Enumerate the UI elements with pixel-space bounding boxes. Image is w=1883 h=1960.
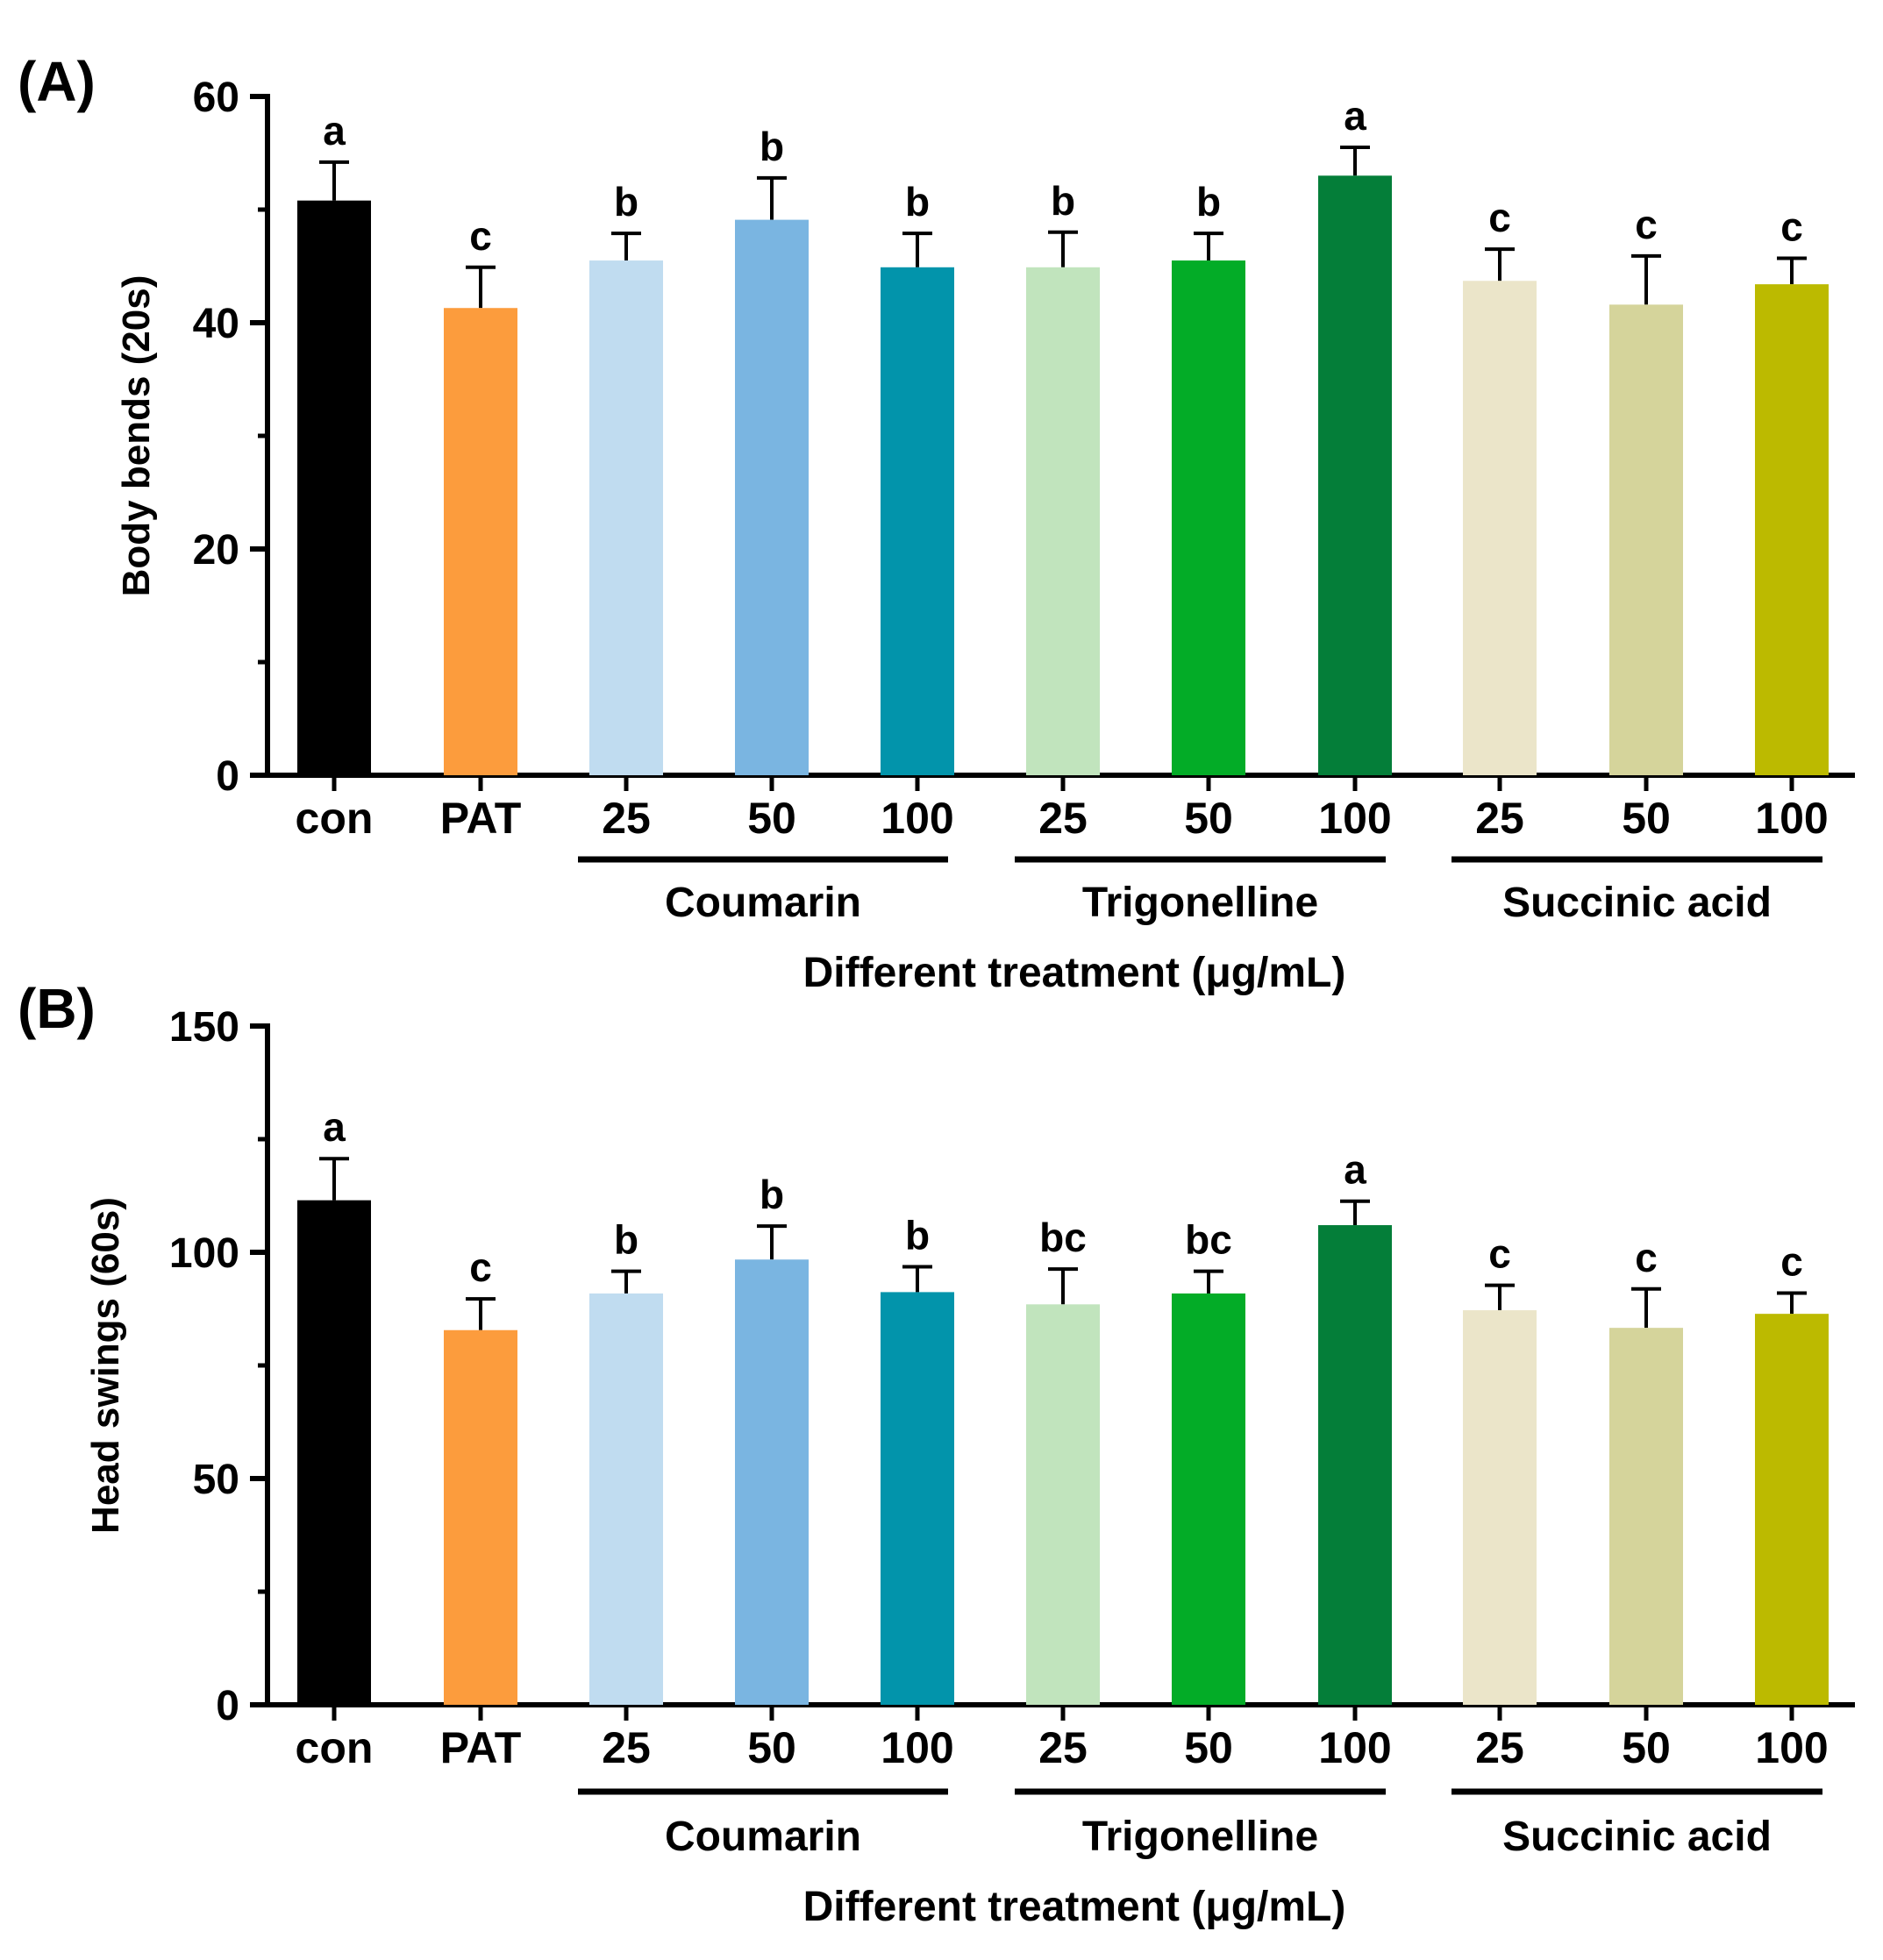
- panel-label: (A): [18, 50, 96, 113]
- x-tick-label: 100: [1755, 794, 1828, 843]
- panel-a: (A) Body bends (20s) 0 20 40 60 a con c PAT b 25 b 50…: [18, 50, 1855, 996]
- group-label: Succinic acid: [1502, 880, 1772, 926]
- bar: [1172, 1293, 1245, 1705]
- significance-label: c: [469, 213, 492, 259]
- significance-label: a: [323, 1104, 346, 1150]
- group-label: Trigonelline: [1082, 880, 1318, 926]
- x-tick-label: 100: [881, 1723, 953, 1772]
- x-tick-label: 25: [1038, 1723, 1088, 1772]
- bar: [1318, 1225, 1392, 1705]
- bar: [735, 219, 809, 776]
- bar: [1463, 281, 1537, 775]
- significance-label: b: [760, 1172, 784, 1217]
- x-tick-label: 50: [1184, 1723, 1233, 1772]
- y-tick-label: 150: [169, 1004, 239, 1051]
- bar: [1463, 1310, 1537, 1705]
- significance-label: b: [905, 179, 930, 225]
- significance-label: bc: [1039, 1215, 1087, 1260]
- x-axis-title: Different treatment (μg/mL): [803, 950, 1346, 996]
- panel-b: (B) Head swings (60s) 0 50 100 150 a con c PAT b 25…: [18, 977, 1855, 1930]
- x-tick-label: 100: [1318, 1723, 1391, 1772]
- significance-label: c: [1780, 203, 1803, 249]
- bar: [735, 1259, 809, 1705]
- x-tick-label: 50: [1622, 1723, 1671, 1772]
- bar: [881, 267, 954, 775]
- x-axis-title: Different treatment (μg/mL): [803, 1884, 1346, 1930]
- significance-label: b: [905, 1213, 930, 1258]
- significance-label: c: [1488, 195, 1511, 240]
- y-tick-label: 100: [169, 1230, 239, 1277]
- significance-label: b: [614, 1217, 638, 1263]
- x-tick-label: 50: [1184, 794, 1233, 843]
- group-label: Coumarin: [665, 1814, 861, 1860]
- y-tick-label: 20: [193, 527, 239, 574]
- bar: [589, 260, 663, 775]
- x-tick-label: 100: [881, 794, 953, 843]
- significance-label: a: [1344, 1147, 1366, 1193]
- x-tick-label: 25: [1475, 794, 1524, 843]
- bar: [444, 1329, 517, 1705]
- bar: [1755, 1314, 1829, 1705]
- x-tick-label: PAT: [440, 794, 522, 843]
- y-axis-title: Body bends (20s): [115, 275, 158, 597]
- x-tick-label: con: [296, 1723, 374, 1772]
- significance-label: b: [1196, 179, 1221, 225]
- x-tick-label: 100: [1755, 1723, 1828, 1772]
- significance-label: c: [1635, 1235, 1658, 1280]
- y-tick-label: 40: [193, 301, 239, 347]
- bar: [444, 308, 517, 776]
- x-tick-label: 100: [1318, 794, 1391, 843]
- bar: [1026, 267, 1100, 775]
- bar: [1026, 1304, 1100, 1705]
- y-axis-title: Head swings (60s): [84, 1197, 127, 1534]
- bar: [1609, 304, 1683, 775]
- significance-label: c: [1635, 202, 1658, 247]
- x-tick-label: 50: [747, 794, 796, 843]
- bar: [1755, 284, 1829, 775]
- bar: [297, 1200, 371, 1705]
- significance-label: a: [323, 108, 346, 153]
- significance-label: a: [1344, 93, 1366, 139]
- significance-label: b: [1051, 178, 1075, 224]
- significance-label: c: [1780, 1238, 1803, 1284]
- significance-label: c: [469, 1244, 492, 1290]
- x-tick-label: PAT: [440, 1723, 522, 1772]
- x-tick-label: 25: [602, 794, 651, 843]
- significance-label: c: [1488, 1231, 1511, 1277]
- bar: [1172, 260, 1245, 775]
- y-tick-label: 0: [216, 1683, 239, 1729]
- x-tick-label: 50: [747, 1723, 796, 1772]
- y-tick-label: 60: [193, 75, 239, 121]
- significance-label: b: [614, 179, 638, 225]
- x-tick-label: 50: [1622, 794, 1671, 843]
- group-label: Trigonelline: [1082, 1814, 1318, 1860]
- x-tick-label: 25: [1475, 1723, 1524, 1772]
- significance-label: bc: [1185, 1217, 1232, 1263]
- group-label: Coumarin: [665, 880, 861, 926]
- y-tick-label: 50: [193, 1457, 239, 1503]
- bar: [297, 200, 371, 775]
- significance-label: b: [760, 124, 784, 169]
- bar: [589, 1293, 663, 1705]
- group-label: Succinic acid: [1502, 1814, 1772, 1860]
- y-tick-label: 0: [216, 753, 239, 800]
- x-tick-label: 25: [602, 1723, 651, 1772]
- x-tick-label: 25: [1038, 794, 1088, 843]
- bar: [881, 1292, 954, 1705]
- bar: [1609, 1328, 1683, 1705]
- panel-label: (B): [18, 977, 96, 1040]
- bar: [1318, 175, 1392, 776]
- x-tick-label: con: [296, 794, 374, 843]
